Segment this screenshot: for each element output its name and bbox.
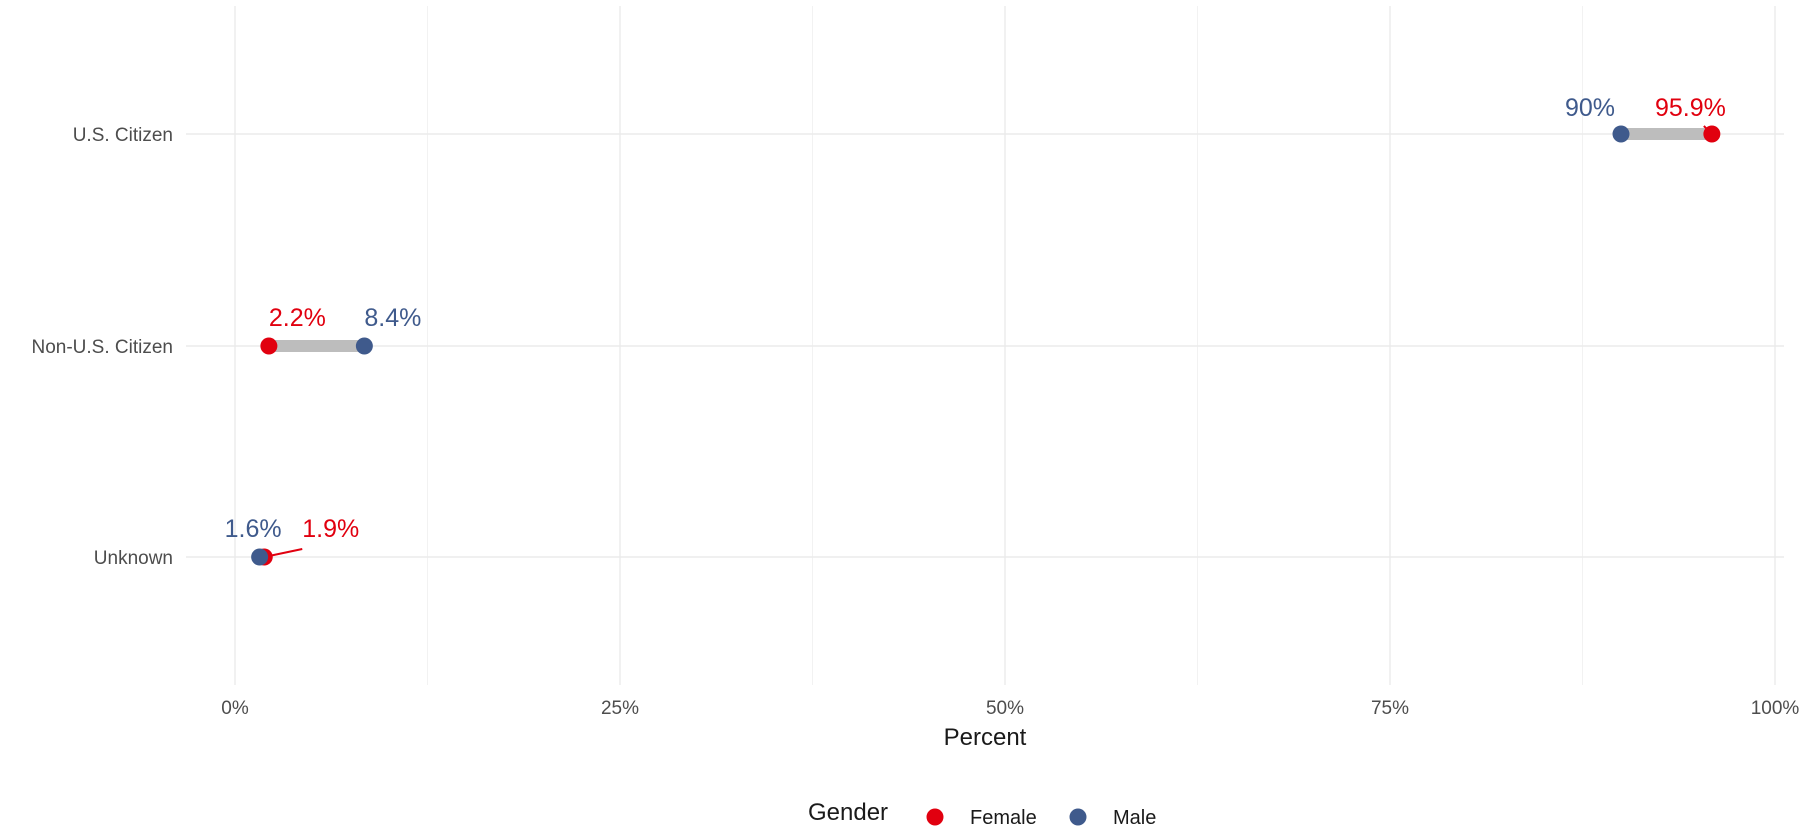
x-tick-label: 50% [986,698,1024,719]
x-tick-label: 100% [1751,698,1800,719]
data-label-male-unknown: 1.6% [225,515,282,543]
y-tick-label: Non-U.S. Citizen [32,337,174,358]
legend-key-female [926,808,944,826]
point-male-u-s-citizen [1612,125,1630,143]
label-leader-lines [264,125,1713,558]
y-tick-label: Unknown [94,548,173,569]
x-tick-label: 0% [221,698,249,719]
point-female-non-u-s-citizen [260,337,278,355]
x-tick-label: 75% [1371,698,1409,719]
y-tick-label: U.S. Citizen [73,125,173,146]
data-label-male-non-u-s-citizen: 8.4% [364,304,421,332]
data-points [251,125,1721,566]
legend-title: Gender [808,799,888,826]
point-female-u-s-citizen [1703,125,1721,143]
legend-label-female: Female [970,807,1037,827]
data-label-female-u-s-citizen: 95.9% [1655,94,1726,122]
data-label-male-u-s-citizen: 90% [1565,94,1615,122]
legend-label-male: Male [1113,807,1156,827]
data-label-female-unknown: 1.9% [302,515,359,543]
legend: Gender Female Male [808,799,1156,827]
y-axis-tick-labels: U.S. Citizen Non-U.S. Citizen Unknown [32,125,174,569]
data-label-female-non-u-s-citizen: 2.2% [269,304,326,332]
data-labels: 95.9% 90% 2.2% 8.4% 1.9% 1.6% [225,94,1726,543]
x-tick-label: 25% [601,698,639,719]
legend-key-male [1069,808,1087,826]
point-male-unknown [251,548,269,566]
point-male-non-u-s-citizen [355,337,373,355]
major-gridlines [186,6,1784,685]
x-axis-tick-labels: 0% 25% 50% 75% 100% [221,698,1799,719]
x-axis-title: Percent [944,724,1027,751]
